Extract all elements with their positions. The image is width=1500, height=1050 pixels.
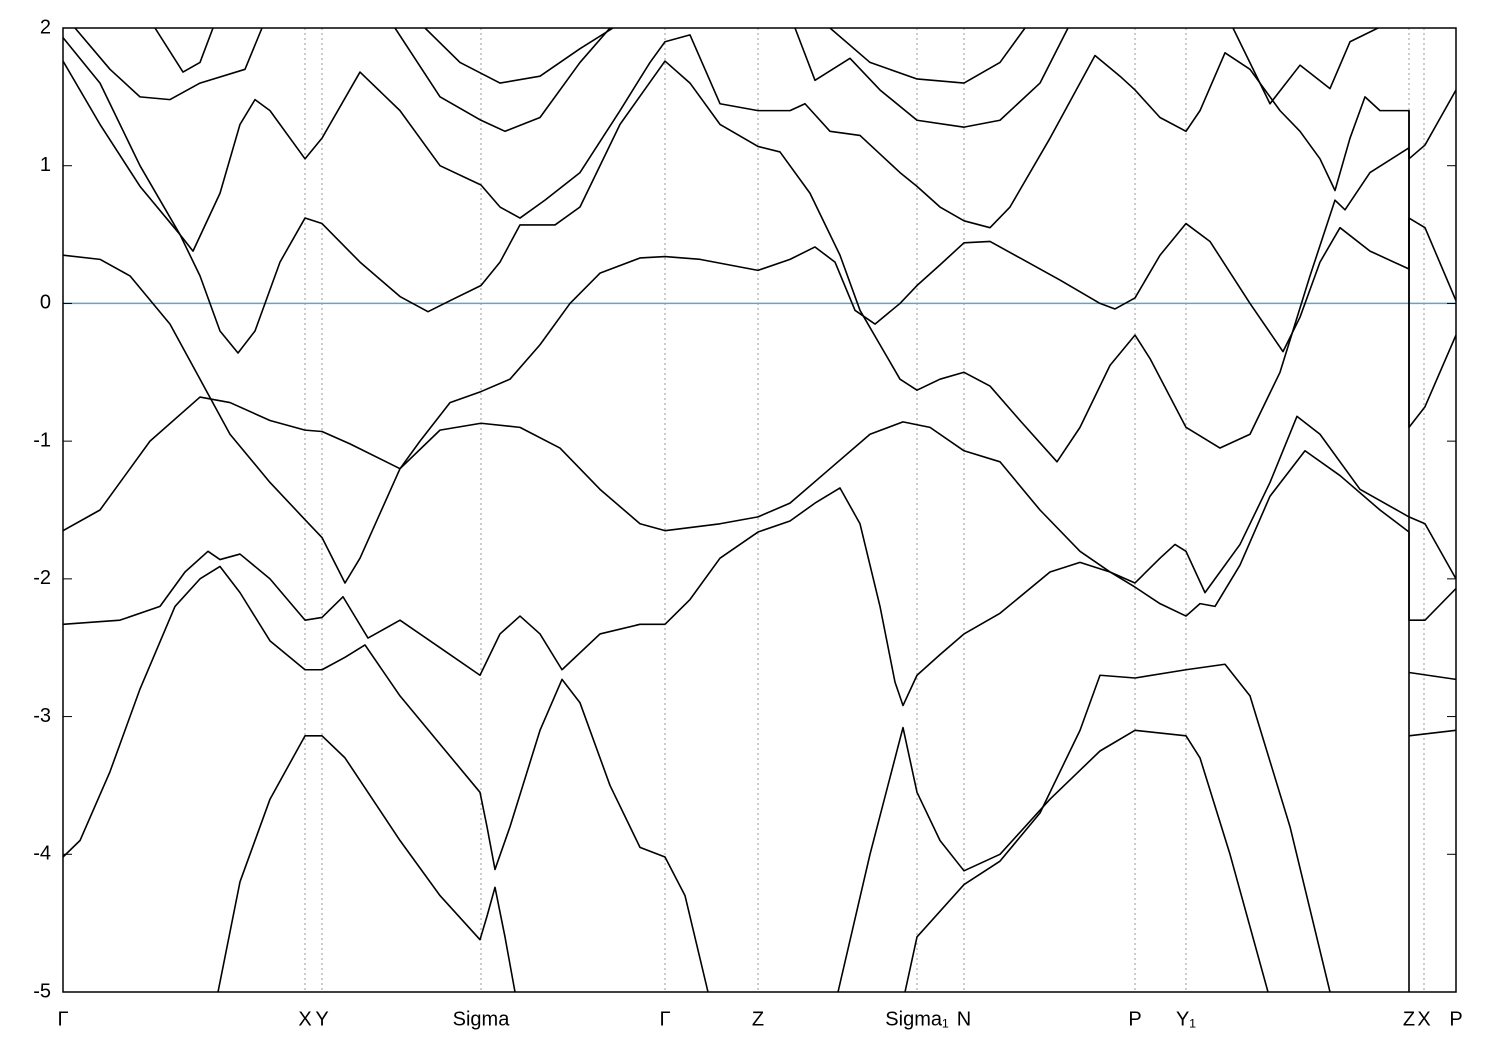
x-tick-label: Γ [659, 1008, 670, 1030]
x-tick-label: Y [315, 1008, 328, 1030]
band-line [1408, 729, 1456, 737]
x-tick-label: P [1128, 1008, 1141, 1030]
x-tick-label: N [957, 1008, 971, 1030]
band-line [63, 449, 1456, 707]
band-line [394, 28, 611, 133]
x-tick-label: Y₁ [1176, 1008, 1196, 1030]
x-tick-label: Sigma₁ [885, 1008, 949, 1030]
band-line [794, 28, 1069, 128]
band-line [904, 663, 1331, 992]
band-line [217, 735, 516, 992]
band-line [74, 28, 263, 101]
band-line [63, 34, 1456, 252]
band-line [63, 254, 1456, 594]
y-tick-label: -3 [33, 705, 51, 727]
band-line [424, 28, 614, 84]
band-line [829, 28, 1026, 84]
y-tick-label: 2 [40, 16, 51, 38]
band-line [1408, 671, 1456, 681]
y-tick-label: -2 [33, 567, 51, 589]
x-tick-label: Z [1403, 1008, 1415, 1030]
x-tick-label: Γ [57, 1008, 68, 1030]
x-tick-label: Z [752, 1008, 764, 1030]
y-tick-label: 1 [40, 154, 51, 176]
x-tick-label: P [1449, 1008, 1462, 1030]
y-tick-label: -1 [33, 429, 51, 451]
plot-frame [62, 27, 1457, 993]
band-line [63, 565, 709, 992]
y-tick-label: 0 [40, 292, 51, 314]
band-line [837, 726, 1269, 992]
y-tick-label: -4 [33, 843, 51, 865]
band-line [1232, 28, 1379, 105]
x-tick-label: X [1417, 1008, 1430, 1030]
bands [63, 28, 1456, 992]
x-tick-label: Sigma [453, 1008, 511, 1030]
band-line [154, 28, 214, 73]
band-line [63, 217, 1456, 532]
y-tick-label: -5 [33, 980, 51, 1002]
x-tick-label: X [298, 1008, 311, 1030]
band-line [63, 60, 1456, 463]
